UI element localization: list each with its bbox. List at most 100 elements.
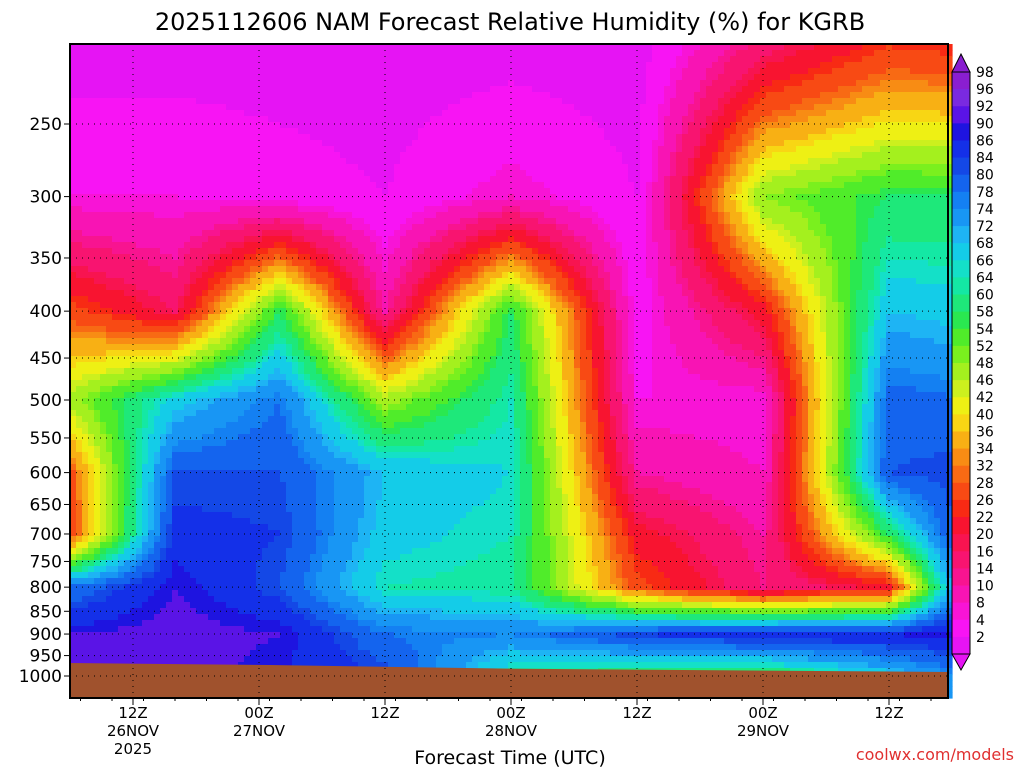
rh-cell [184, 188, 191, 195]
rh-cell [70, 590, 77, 597]
rh-cell [310, 164, 317, 171]
rh-cell [310, 350, 317, 357]
rh-cell [94, 464, 101, 471]
rh-cell [154, 320, 161, 327]
rh-cell [244, 338, 251, 345]
rh-cell [160, 170, 167, 177]
rh-cell [274, 236, 281, 243]
rh-cell [262, 86, 269, 93]
rh-cell [190, 590, 197, 597]
rh-cell [238, 314, 245, 321]
rh-cell [100, 380, 107, 387]
rh-cell [190, 626, 197, 633]
rh-cell [280, 164, 287, 171]
rh-cell [232, 368, 239, 375]
rh-cell [256, 200, 263, 207]
rh-cell [232, 380, 239, 387]
rh-cell [172, 338, 179, 345]
rh-cell [256, 242, 263, 249]
rh-cell [232, 68, 239, 75]
rh-cell [178, 152, 185, 159]
rh-cell [310, 362, 317, 369]
rh-cell [250, 140, 257, 147]
rh-cell [292, 644, 299, 651]
rh-cell [148, 86, 155, 93]
rh-cell [328, 626, 335, 633]
rh-cell [94, 122, 101, 129]
rh-cell [280, 110, 287, 117]
rh-cell [310, 422, 317, 429]
rh-cell [268, 284, 275, 291]
rh-cell [322, 86, 329, 93]
rh-cell [100, 428, 107, 435]
rh-cell [142, 338, 149, 345]
rh-cell [334, 218, 341, 225]
rh-cell [88, 128, 95, 135]
rh-cell [202, 410, 209, 417]
rh-cell [196, 320, 203, 327]
rh-cell [328, 116, 335, 123]
rh-cell [178, 380, 185, 387]
rh-cell [232, 440, 239, 447]
rh-cell [166, 92, 173, 99]
rh-cell [82, 290, 89, 297]
rh-cell [226, 386, 233, 393]
rh-cell [268, 590, 275, 597]
rh-cell [88, 398, 95, 405]
rh-cell [142, 266, 149, 273]
rh-cell [208, 272, 215, 279]
rh-cell [280, 314, 287, 321]
rh-cell [316, 110, 323, 117]
rh-cell [70, 482, 77, 489]
rh-cell [292, 482, 299, 489]
rh-cell [208, 488, 215, 495]
rh-cell [322, 608, 329, 615]
rh-cell [334, 92, 341, 99]
rh-cell [328, 398, 335, 405]
rh-cell [166, 140, 173, 147]
rh-cell [340, 578, 347, 585]
rh-cell [118, 560, 125, 567]
rh-cell [190, 494, 197, 501]
rh-cell [172, 452, 179, 459]
rh-cell [208, 380, 215, 387]
rh-cell [328, 218, 335, 225]
rh-cell [142, 512, 149, 519]
rh-cell [178, 632, 185, 639]
rh-cell [76, 290, 83, 297]
rh-cell [76, 404, 83, 411]
rh-cell [190, 470, 197, 477]
rh-cell [316, 284, 323, 291]
rh-cell [88, 404, 95, 411]
rh-cell [82, 212, 89, 219]
rh-cell [244, 422, 251, 429]
rh-cell [190, 116, 197, 123]
rh-cell [250, 416, 257, 423]
rh-cell [112, 176, 119, 183]
rh-cell [256, 446, 263, 453]
rh-cell [292, 602, 299, 609]
rh-cell [340, 152, 347, 159]
rh-cell [178, 506, 185, 513]
rh-cell [316, 386, 323, 393]
rh-cell [304, 494, 311, 501]
rh-cell [304, 218, 311, 225]
rh-cell [154, 86, 161, 93]
rh-cell [178, 356, 185, 363]
rh-cell [238, 218, 245, 225]
rh-cell [334, 290, 341, 297]
rh-cell [262, 362, 269, 369]
rh-cell [154, 548, 161, 555]
rh-cell [334, 482, 341, 489]
rh-cell [334, 314, 341, 321]
rh-cell [202, 218, 209, 225]
rh-cell [94, 308, 101, 315]
rh-cell [334, 572, 341, 579]
rh-cell [196, 206, 203, 213]
rh-cell [250, 110, 257, 117]
rh-cell [190, 272, 197, 279]
rh-cell [94, 500, 101, 507]
rh-cell [214, 236, 221, 243]
rh-cell [184, 236, 191, 243]
rh-cell [190, 260, 197, 267]
